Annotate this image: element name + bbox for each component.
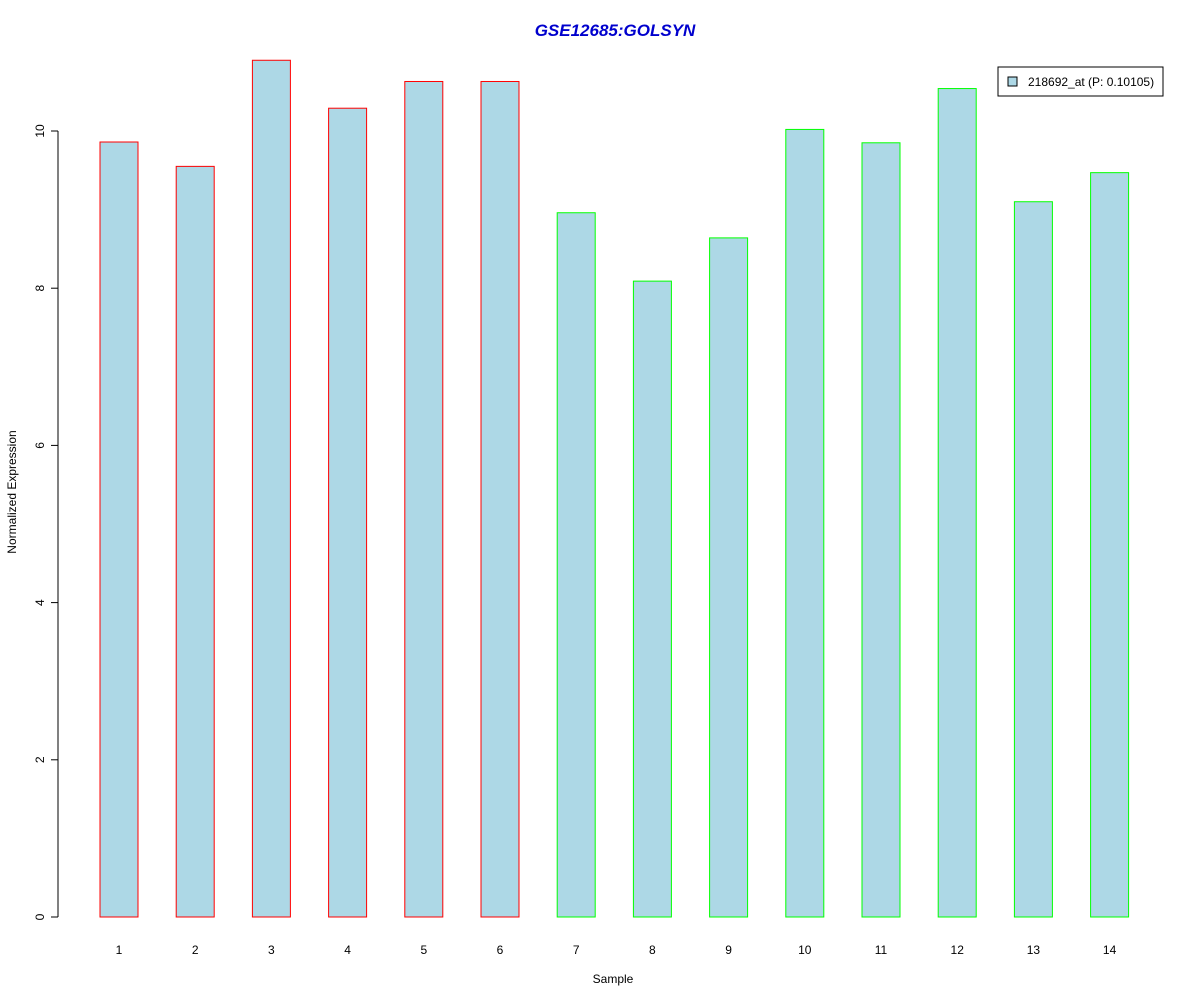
bar-sample-4: [328, 107, 368, 918]
x-axis-label: Sample: [593, 972, 634, 986]
x-tick-label: 13: [1027, 943, 1041, 957]
y-tick-label: 10: [33, 124, 47, 138]
bar-sample-1: [99, 141, 139, 918]
x-tick-label: 10: [798, 943, 812, 957]
bar-sample-11: [861, 142, 901, 918]
bar-sample-5: [404, 80, 444, 918]
y-tick-label: 2: [33, 756, 47, 763]
bar-sample-8: [632, 280, 672, 918]
legend-label: 218692_at (P: 0.10105): [1028, 75, 1154, 89]
bar-sample-6: [480, 80, 520, 918]
bar-sample-13: [1013, 201, 1053, 918]
x-tick-label: 2: [192, 943, 199, 957]
y-tick-label: 4: [33, 599, 47, 606]
y-tick-label: 0: [33, 913, 47, 920]
x-tick-label: 6: [497, 943, 504, 957]
x-tick-label: 5: [420, 943, 427, 957]
bars: [99, 59, 1130, 918]
y-tick-label: 6: [33, 442, 47, 449]
x-axis-tick-labels: 1 2 3 4 5 6 7 8 9 10 11 12 13 14: [116, 943, 1117, 957]
y-axis-ticks: 0 2 4 6 8 10: [33, 124, 58, 920]
x-tick-label: 9: [725, 943, 732, 957]
x-tick-label: 12: [951, 943, 965, 957]
x-tick-label: 4: [344, 943, 351, 957]
legend-swatch: [1007, 76, 1018, 87]
bar-sample-2: [175, 165, 215, 918]
x-tick-label: 8: [649, 943, 656, 957]
x-tick-label: 3: [268, 943, 275, 957]
y-axis-label: Normalized Expression: [5, 430, 19, 553]
x-tick-label: 11: [875, 943, 888, 957]
bar-sample-14: [1090, 172, 1130, 918]
x-tick-label: 14: [1103, 943, 1117, 957]
legend-box: [997, 66, 1164, 97]
bar-sample-9: [709, 237, 749, 918]
bar-sample-10: [785, 128, 825, 918]
chart-title: GSE12685:GOLSYN: [535, 21, 696, 40]
bar-sample-7: [556, 212, 596, 918]
bar-sample-12: [937, 88, 977, 918]
x-tick-label: 1: [116, 943, 123, 957]
legend: 218692_at (P: 0.10105): [997, 66, 1164, 97]
x-tick-label: 7: [573, 943, 580, 957]
bar-sample-3: [251, 59, 291, 918]
y-tick-label: 8: [33, 285, 47, 292]
